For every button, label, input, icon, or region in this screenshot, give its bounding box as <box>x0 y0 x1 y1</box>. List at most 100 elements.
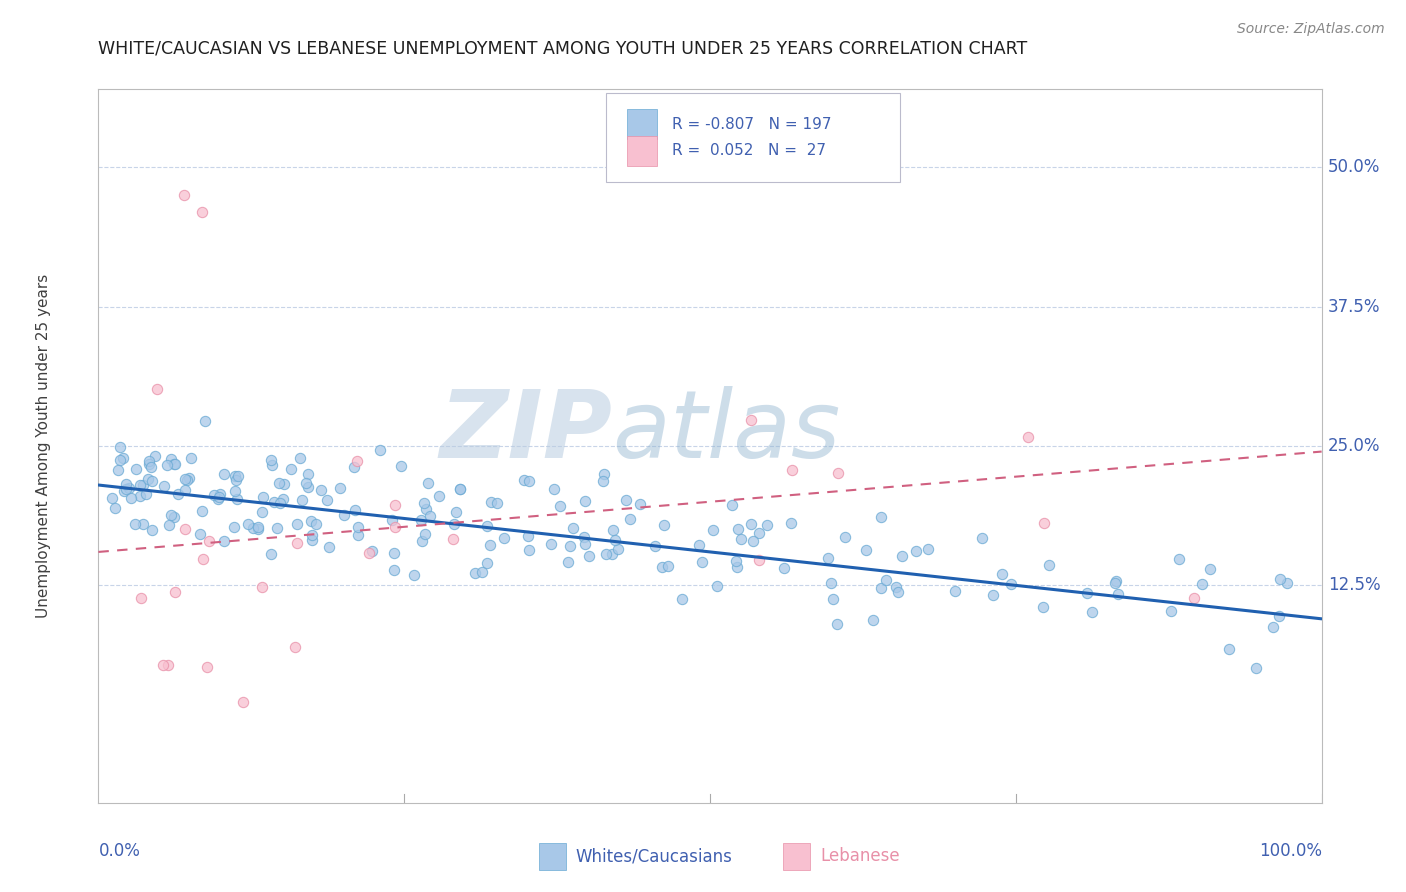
Point <box>285 516 308 531</box>
Point <box>191 552 214 566</box>
Point <box>132 516 155 531</box>
Point <box>273 476 295 491</box>
Point <box>945 584 967 599</box>
Point <box>419 508 441 523</box>
Point <box>246 520 269 534</box>
Point <box>820 575 842 590</box>
Point <box>152 658 174 673</box>
FancyBboxPatch shape <box>538 843 565 870</box>
Point <box>297 480 319 494</box>
Text: Unemployment Among Youth under 25 years: Unemployment Among Youth under 25 years <box>37 274 51 618</box>
Point <box>384 498 406 512</box>
FancyBboxPatch shape <box>783 843 810 870</box>
Point <box>263 494 285 508</box>
Point <box>111 451 134 466</box>
Point <box>755 517 778 532</box>
Point <box>427 489 450 503</box>
Point <box>180 451 202 466</box>
Point <box>817 550 839 565</box>
Text: R =  0.052   N =  27: R = 0.052 N = 27 <box>672 143 827 158</box>
Point <box>176 473 198 487</box>
Point <box>516 528 538 542</box>
Point <box>1167 552 1189 566</box>
Point <box>548 500 571 514</box>
Point <box>562 521 585 535</box>
Point <box>981 588 1004 602</box>
Point <box>513 473 536 487</box>
Point <box>129 478 152 492</box>
Point <box>271 491 294 506</box>
Point <box>295 475 318 490</box>
Point <box>101 491 124 505</box>
Point <box>284 640 307 654</box>
Text: ZIP: ZIP <box>439 385 612 478</box>
Point <box>252 505 274 519</box>
Point <box>128 489 150 503</box>
Point <box>592 467 614 481</box>
Point <box>572 529 595 543</box>
Point <box>160 452 183 467</box>
Point <box>1104 575 1126 590</box>
Point <box>748 525 770 540</box>
Point <box>190 527 212 541</box>
Point <box>782 463 804 477</box>
Point <box>441 532 464 546</box>
Point <box>269 496 291 510</box>
Point <box>389 458 412 473</box>
Point <box>118 481 141 495</box>
Point <box>607 541 630 556</box>
Point <box>740 516 762 531</box>
Point <box>138 454 160 468</box>
Point <box>725 560 748 574</box>
Point <box>748 552 770 566</box>
Point <box>540 537 562 551</box>
Point <box>260 458 283 473</box>
Point <box>517 542 540 557</box>
Point <box>443 517 465 532</box>
Point <box>173 483 195 497</box>
Point <box>727 522 749 536</box>
Point <box>1076 586 1098 600</box>
Point <box>191 504 214 518</box>
Point <box>110 453 132 467</box>
Point <box>156 658 179 673</box>
Point <box>143 449 166 463</box>
Point <box>112 484 135 499</box>
Point <box>652 518 675 533</box>
Point <box>404 568 426 582</box>
Point <box>972 532 994 546</box>
Point <box>347 528 370 542</box>
Point <box>870 581 893 595</box>
Point <box>725 554 748 568</box>
Text: 25.0%: 25.0% <box>1327 437 1381 455</box>
Point <box>246 522 269 536</box>
Point <box>333 508 356 522</box>
Point <box>1198 562 1220 576</box>
Point <box>226 468 249 483</box>
Point <box>862 613 884 627</box>
Point <box>318 540 340 554</box>
Point <box>368 443 391 458</box>
Text: Whites/Caucasians: Whites/Caucasians <box>575 847 733 865</box>
Point <box>153 479 176 493</box>
Text: 0.0%: 0.0% <box>98 842 141 860</box>
Point <box>772 560 794 574</box>
Point <box>870 510 893 524</box>
Text: WHITE/CAUCASIAN VS LEBANESE UNEMPLOYMENT AMONG YOUTH UNDER 25 YEARS CORRELATION : WHITE/CAUCASIAN VS LEBANESE UNEMPLOYMENT… <box>98 40 1028 58</box>
Point <box>1182 591 1205 605</box>
Point <box>1000 577 1022 591</box>
Point <box>360 544 382 558</box>
Point <box>146 382 169 396</box>
Point <box>135 487 157 501</box>
FancyBboxPatch shape <box>627 136 658 166</box>
Point <box>823 592 845 607</box>
Point <box>471 565 494 579</box>
Point <box>301 528 323 542</box>
Point <box>291 493 314 508</box>
Point <box>309 483 332 498</box>
Point <box>124 517 146 532</box>
Point <box>107 462 129 476</box>
Point <box>917 542 939 557</box>
Point <box>742 534 765 549</box>
Point <box>478 538 501 552</box>
